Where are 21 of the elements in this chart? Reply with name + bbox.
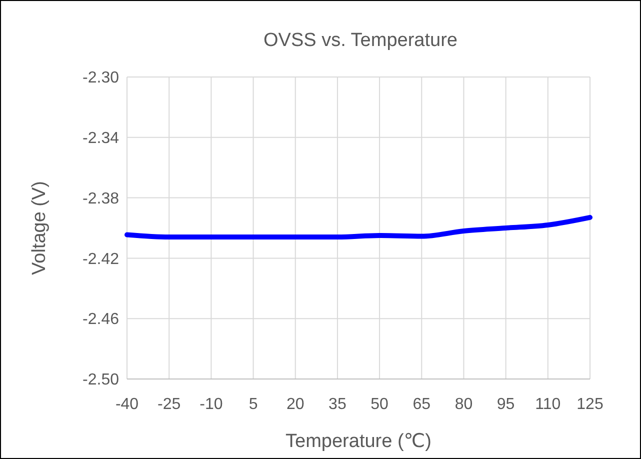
y-tick-label: -2.42 <box>82 250 120 268</box>
x-tick-label: 65 <box>412 396 431 413</box>
y-tick-label: -2.30 <box>82 70 120 87</box>
x-tick-label: 20 <box>286 396 304 413</box>
x-tick-label: 5 <box>248 396 258 413</box>
x-tick-label: 35 <box>328 396 346 413</box>
x-tick-label: 50 <box>370 396 389 413</box>
x-tick-label: -25 <box>158 396 181 413</box>
y-tick-label: -2.34 <box>82 130 120 147</box>
x-axis-title: Temperature (℃) <box>286 431 432 452</box>
x-tick-label: 95 <box>496 396 515 413</box>
chart-title: OVSS vs. Temperature <box>264 30 458 51</box>
x-tick-label: 110 <box>535 396 561 413</box>
y-tick-label: -2.50 <box>82 372 120 389</box>
x-tick-label: -10 <box>200 396 223 413</box>
x-tick-label: 125 <box>576 396 604 413</box>
y-tick-label: -2.46 <box>82 311 120 328</box>
x-tick-label: 80 <box>454 396 473 413</box>
x-tick-label: -40 <box>115 396 139 413</box>
y-axis-title: Voltage (V) <box>29 181 50 275</box>
y-tick-label: -2.38 <box>82 190 120 208</box>
